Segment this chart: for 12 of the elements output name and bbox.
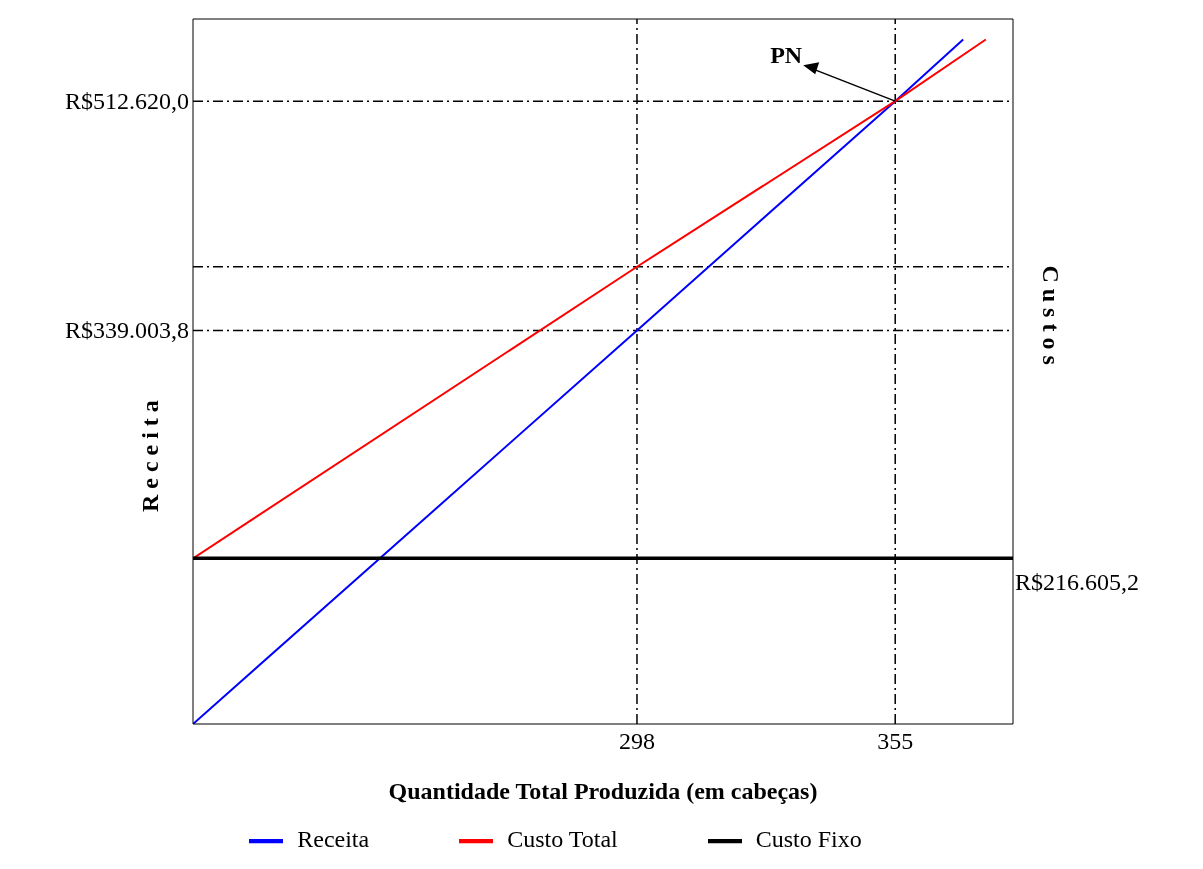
ref-line-label: R$339.003,8 xyxy=(64,317,189,344)
x-axis-title: Quantidade Total Produzida (em cabeças) xyxy=(388,778,818,804)
annotation: PN xyxy=(770,42,803,69)
text: R$216.605,2 xyxy=(1015,569,1140,596)
x-tick-label: 355 xyxy=(877,728,914,755)
y-axis-title: R e c e i t a xyxy=(137,400,163,513)
x-tick-label: 298 xyxy=(618,728,655,755)
ref-line-label: R$512.620,0 xyxy=(64,88,189,115)
legend-label: Custo Fixo xyxy=(755,825,862,852)
y2-axis-title: C u s t o s xyxy=(1038,265,1064,365)
legend-label: Custo Total xyxy=(507,825,618,852)
legend-label: Receita xyxy=(297,825,370,852)
